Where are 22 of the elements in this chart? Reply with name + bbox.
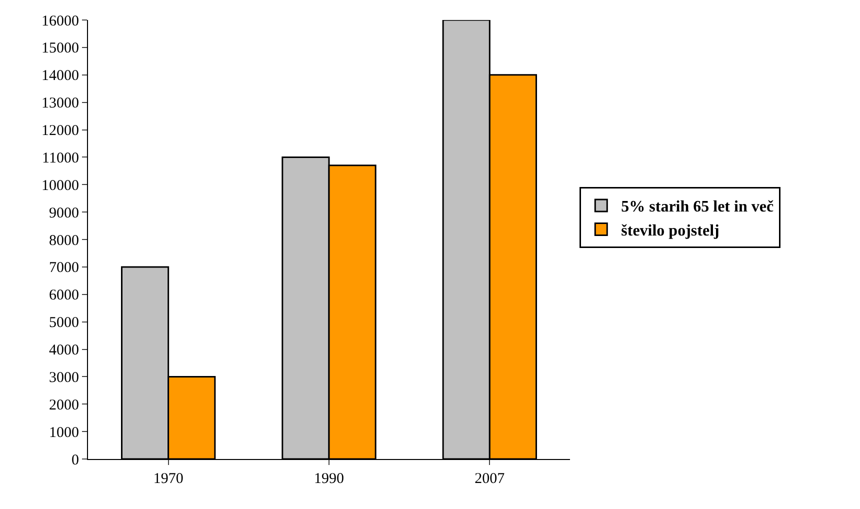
y-tick-label: 2000 — [49, 397, 79, 414]
x-tick-label: 2007 — [474, 471, 506, 487]
y-tick-label: 12000 — [42, 123, 79, 139]
y-tick-label: 5000 — [49, 315, 79, 332]
y-tick-label: 16000 — [42, 13, 79, 30]
y-tick-label: 15000 — [42, 40, 79, 57]
x-tick-label: 1990 — [314, 471, 344, 487]
y-tick-label: 10000 — [42, 178, 79, 194]
y-tick-label: 3000 — [49, 370, 79, 386]
y-tick-label: 11000 — [42, 150, 79, 166]
x-tick-label: 1970 — [153, 471, 184, 487]
y-tick-label: 7000 — [49, 260, 79, 276]
y-tick-label: 8000 — [49, 232, 79, 249]
legend-label: število pojstelj — [621, 222, 720, 240]
y-tick-label: 1000 — [49, 424, 79, 441]
y-tick-label: 14000 — [42, 68, 79, 84]
y-tick-label: 13000 — [42, 96, 79, 112]
y-tick-label: 9000 — [49, 205, 79, 222]
y-tick-label: 0 — [72, 452, 79, 468]
y-tick-label: 4000 — [49, 342, 79, 358]
legend-label: 5% starih 65 let in več — [621, 198, 774, 216]
y-tick-label: 6000 — [49, 288, 79, 304]
